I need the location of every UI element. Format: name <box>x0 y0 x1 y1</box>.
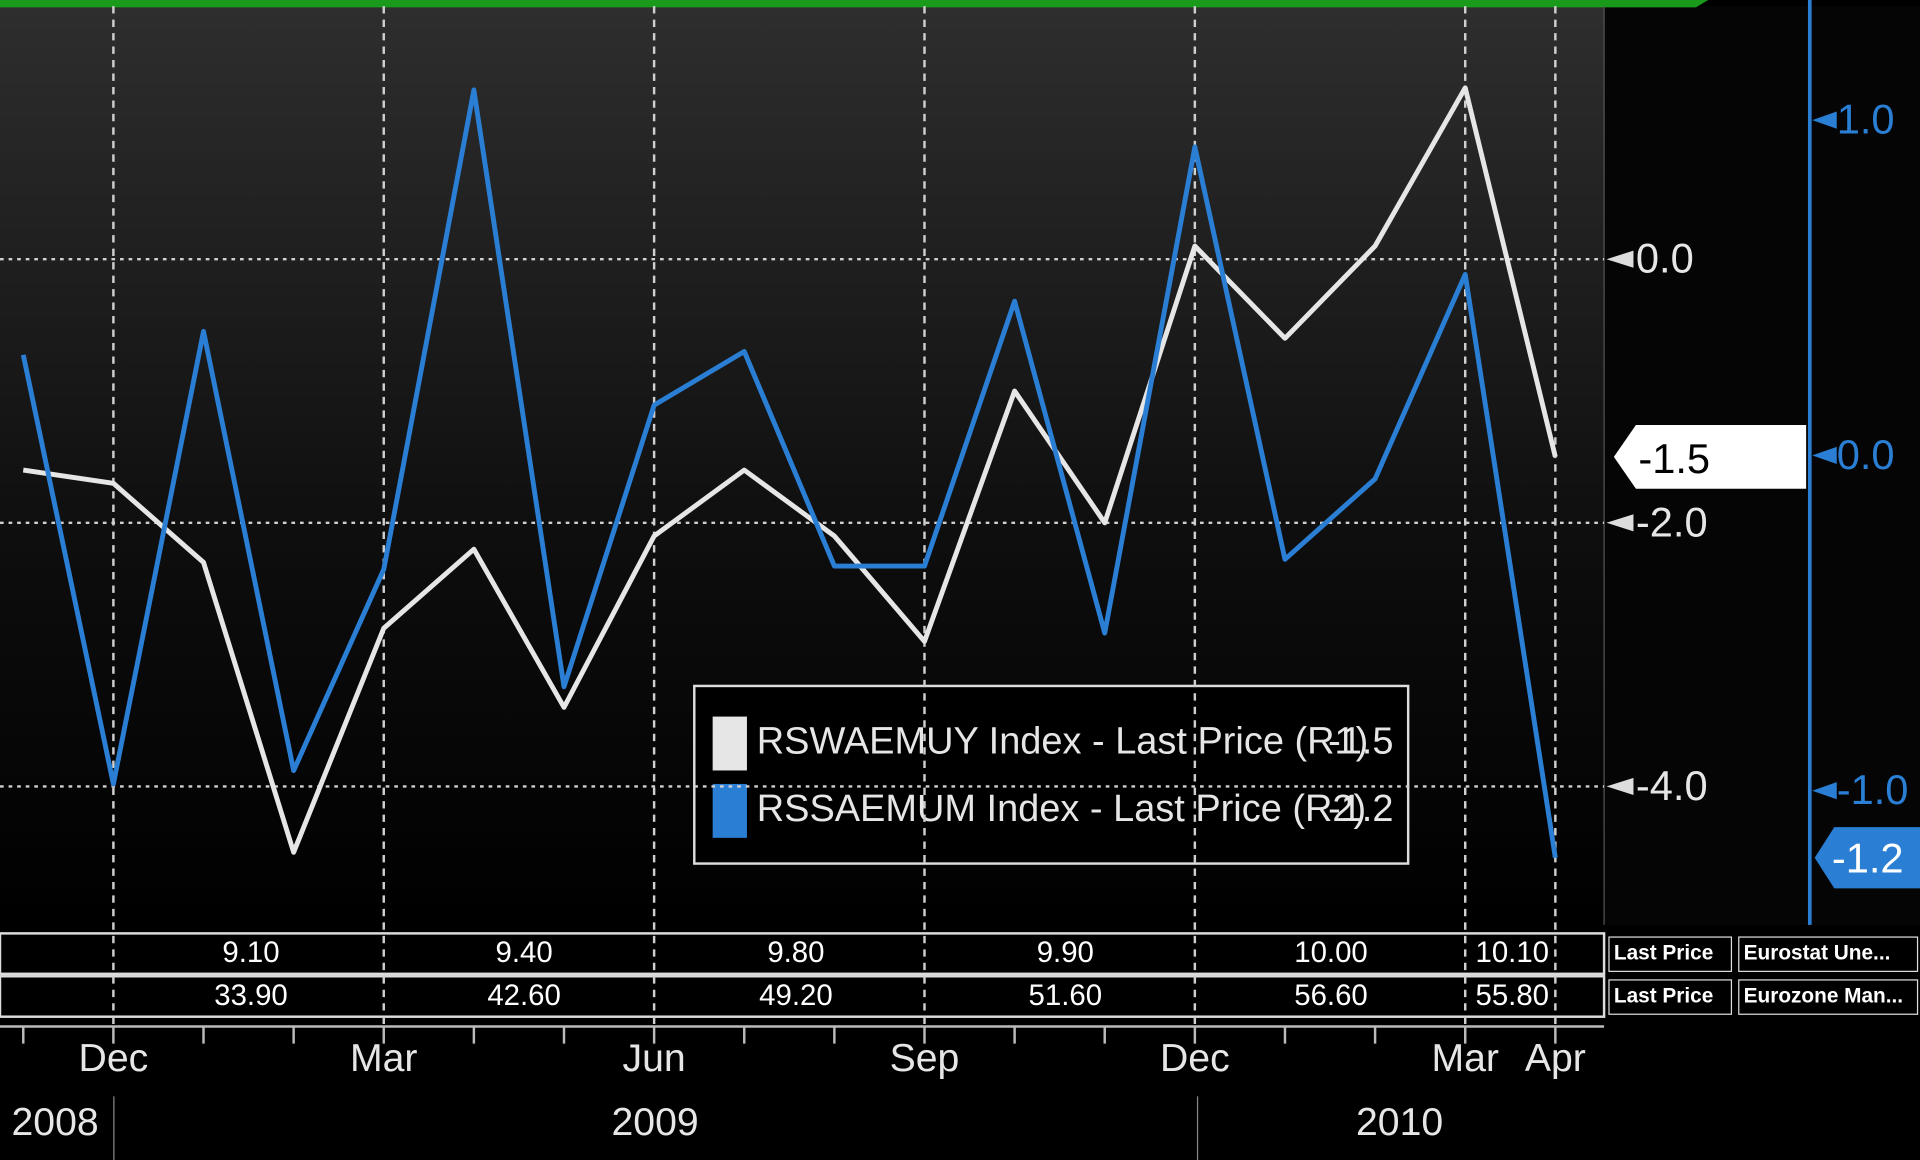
row-value: 9.40 <box>495 936 552 969</box>
row-value: 49.20 <box>759 979 833 1012</box>
legend-value: -1.5 <box>1328 721 1393 763</box>
last-badge <box>1613 425 1807 489</box>
row-value: 9.80 <box>767 936 824 969</box>
row-value: 55.80 <box>1475 979 1549 1012</box>
tick-marker <box>1606 514 1634 532</box>
top-bar <box>0 0 1709 8</box>
y2-tick-marker <box>1812 111 1837 129</box>
row-value: 33.90 <box>214 979 288 1012</box>
row-value: 9.90 <box>1037 936 1094 969</box>
legend-label: RSWAEMUY Index - Last Price (R1) <box>757 721 1369 763</box>
row-value: 56.60 <box>1294 979 1368 1012</box>
row-value: 42.60 <box>487 979 561 1012</box>
data-row-box <box>0 932 1606 976</box>
row-value: 9.10 <box>222 936 279 969</box>
year-label: 2008 <box>12 1101 99 1144</box>
row-value: 10.00 <box>1294 936 1368 969</box>
x-tick-label: Mar <box>350 1037 417 1080</box>
x-tick-label: Dec <box>79 1037 149 1080</box>
x-tick-label: Sep <box>890 1037 960 1080</box>
row-value: 10.10 <box>1475 936 1549 969</box>
y-tick-label: -2.0 <box>1636 498 1708 545</box>
last-badge-label: -1.5 <box>1638 435 1710 482</box>
x-tick-label: Jun <box>623 1037 686 1080</box>
legend-swatch <box>712 716 747 771</box>
legend-swatch <box>712 783 747 838</box>
row-label-box <box>1608 979 1733 1015</box>
legend-box <box>693 684 1410 865</box>
row-label-box <box>1608 936 1733 972</box>
y2-tick-marker <box>1812 782 1837 800</box>
tick-marker <box>1606 250 1634 268</box>
tick-marker <box>1606 777 1634 795</box>
series-line <box>22 85 1558 855</box>
series-line <box>20 87 1558 859</box>
row-value: 51.60 <box>1029 979 1103 1012</box>
data-row-box <box>0 975 1606 1018</box>
x-tick-label: Apr <box>1525 1037 1586 1080</box>
legend-label: RSSAEMUM Index - Last Price (R2) <box>757 788 1366 830</box>
last-badge <box>1814 827 1920 889</box>
year-label: 2009 <box>612 1101 699 1144</box>
last-badge-label: -1.2 <box>1832 834 1904 881</box>
legend-value: -1.2 <box>1328 788 1393 830</box>
row-label-box <box>1738 936 1919 972</box>
row-label: Last Price <box>1614 985 1713 1008</box>
row-label: Last Price <box>1614 942 1713 965</box>
y2-tick-label: 0.0 <box>1837 431 1895 478</box>
y2-tick-label: 1.0 <box>1837 96 1895 143</box>
y2-tick-marker <box>1812 446 1837 464</box>
row-label: Eurostat Une... <box>1744 942 1891 965</box>
row-label-box <box>1738 979 1919 1015</box>
x-tick-label: Dec <box>1160 1037 1230 1080</box>
x-tick-label: Mar <box>1431 1037 1498 1080</box>
y2-tick-label: -1.0 <box>1837 766 1909 813</box>
year-label: 2010 <box>1356 1101 1443 1144</box>
legend: RSWAEMUY Index - Last Price (R1)-1.5 RSSA… <box>693 684 1410 865</box>
y-tick-label: -4.0 <box>1636 762 1708 809</box>
row-label: Eurozone Man... <box>1744 985 1903 1008</box>
y-tick-label: 0.0 <box>1636 235 1694 282</box>
